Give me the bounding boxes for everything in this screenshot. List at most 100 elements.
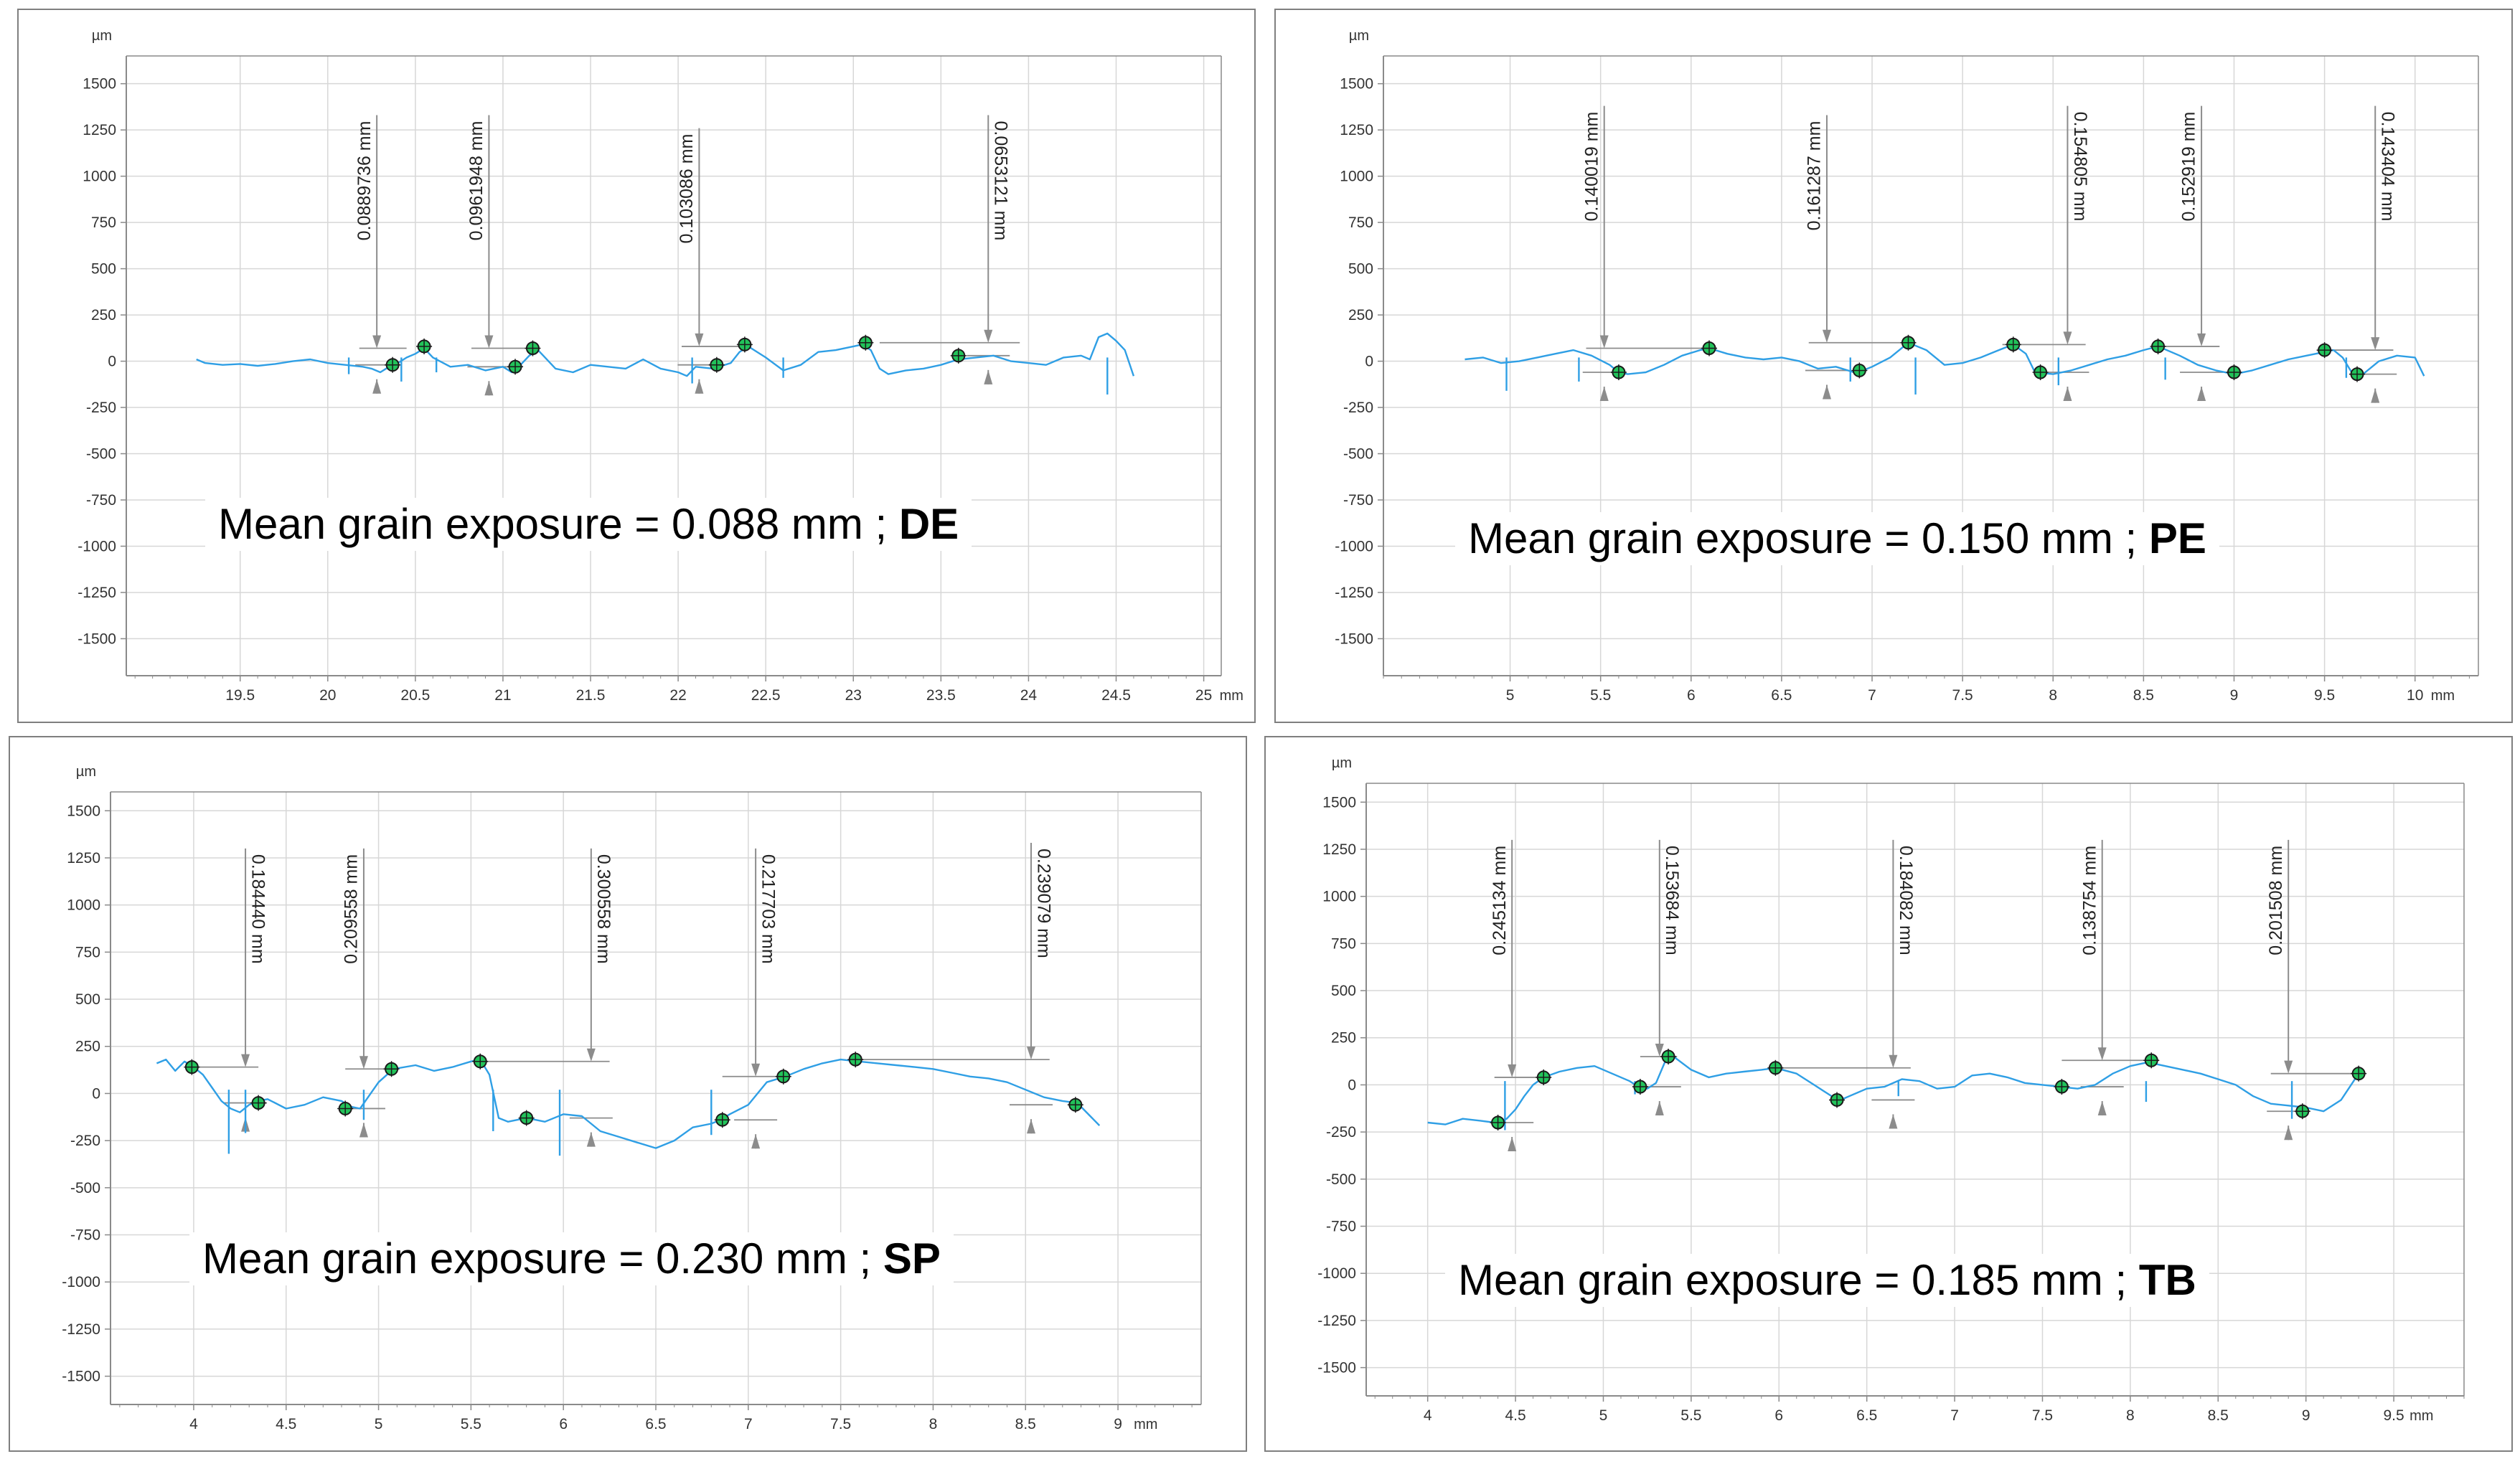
- y-tick-label: 1500: [1322, 794, 1356, 811]
- y-tick-label: 1250: [1340, 122, 1373, 138]
- x-tick-label: 7: [1950, 1407, 1959, 1424]
- measure-label: 0.184082 mm: [1896, 846, 1916, 955]
- grain-marker: [250, 1095, 267, 1111]
- grain-exposure-measurement: 0.217703 mm: [722, 848, 784, 1149]
- measure-label: 0.239079 mm: [1033, 849, 1053, 958]
- measure-label: 0.0889736 mm: [354, 121, 375, 241]
- y-tick-label: -750: [1343, 492, 1373, 509]
- y-unit-label: µm: [1349, 28, 1369, 44]
- x-tick-label: 4: [189, 1416, 198, 1432]
- grain-exposure-measurement: 0.184082 mm: [1775, 839, 1916, 1129]
- chart-caption-sp: Mean grain exposure = 0.230 mm ; SP: [189, 1232, 954, 1285]
- grain-marker: [1536, 1069, 1552, 1085]
- x-tick-label: 23.5: [926, 687, 956, 704]
- x-unit-label: mm: [1134, 1417, 1157, 1432]
- x-tick-label: 19.5: [225, 687, 255, 704]
- grain-marker: [1490, 1114, 1506, 1130]
- grain-marker: [950, 347, 967, 364]
- y-tick-label: 500: [1348, 261, 1373, 278]
- chart-caption-de: Mean grain exposure = 0.088 mm ; DE: [205, 498, 972, 551]
- y-tick-label: -1000: [1335, 538, 1373, 554]
- y-tick-label: -500: [70, 1180, 100, 1196]
- y-tick-label: 750: [1331, 935, 1356, 952]
- x-tick-label: 6: [1774, 1407, 1783, 1424]
- x-tick-label: 5: [1599, 1407, 1608, 1424]
- y-tick-label: -1500: [62, 1369, 100, 1385]
- x-tick-label: 6.5: [645, 1416, 666, 1432]
- measure-arrow-down: [1822, 329, 1831, 343]
- y-tick-label: -250: [1343, 400, 1373, 416]
- y-tick-label: -250: [70, 1133, 100, 1149]
- grain-marker: [472, 1053, 489, 1070]
- y-tick-label: 0: [92, 1085, 100, 1102]
- y-unit-label: µm: [1332, 755, 1352, 771]
- x-tick-label: 9.5: [2314, 687, 2335, 704]
- grain-marker: [184, 1059, 200, 1075]
- grain-exposure-measurement: 0.245134 mm: [1490, 839, 1544, 1151]
- measure-arrow-down: [484, 335, 494, 349]
- surface-profile-line: [156, 1058, 1101, 1149]
- x-tick-label: 8.5: [2133, 687, 2154, 704]
- grain-marker: [518, 1110, 535, 1126]
- y-unit-label: µm: [76, 764, 96, 780]
- x-tick-label: 5.5: [1590, 687, 1611, 704]
- grain-marker: [708, 357, 725, 373]
- caption-tag: PE: [2148, 514, 2206, 562]
- x-tick-label: 4: [1424, 1407, 1432, 1424]
- caption-tag: DE: [898, 500, 959, 548]
- x-tick-label: 10: [2407, 687, 2423, 704]
- grain-marker: [1701, 340, 1718, 357]
- grain-exposure-measurement: 0.209558 mm: [342, 848, 398, 1138]
- measure-arrow-down: [1889, 1054, 1898, 1068]
- x-tick-label: 23: [845, 687, 862, 704]
- x-tick-label: 21: [494, 687, 511, 704]
- x-unit-label: mm: [2409, 1408, 2433, 1424]
- y-tick-label: -1250: [1335, 585, 1373, 601]
- grain-exposure-measurement: 0.184440 mm: [192, 848, 268, 1132]
- measure-arrow-down: [2063, 331, 2072, 345]
- x-tick-label: 5.5: [461, 1416, 481, 1432]
- measure-arrow-down: [2097, 1047, 2107, 1061]
- measure-arrow-down: [2197, 333, 2206, 346]
- measure-label: 0.245134 mm: [1490, 846, 1510, 955]
- profile-chart-pe: -1500-1250-1000-750-500-2500250500750100…: [1335, 28, 2479, 704]
- grain-marker: [1610, 364, 1627, 381]
- grain-marker: [2032, 364, 2049, 381]
- grain-marker: [1632, 1079, 1648, 1095]
- measure-label: 0.300558 mm: [593, 854, 613, 964]
- caption-text: Mean grain exposure = 0.088 mm ;: [218, 500, 899, 548]
- x-tick-label: 20.5: [400, 687, 430, 704]
- x-tick-label: 8.5: [2208, 1407, 2229, 1424]
- grain-marker: [525, 340, 541, 357]
- grain-exposure-measurement: 0.138754 mm: [2061, 839, 2152, 1116]
- y-tick-label: 1000: [83, 169, 116, 185]
- x-tick-label: 22: [669, 687, 686, 704]
- y-tick-label: -250: [86, 400, 116, 416]
- x-tick-label: 9: [2230, 687, 2239, 704]
- chart-caption-pe: Mean grain exposure = 0.150 mm ; PE: [1455, 512, 2219, 565]
- y-tick-label: 250: [1348, 307, 1373, 324]
- x-tick-label: 6: [1687, 687, 1696, 704]
- grain-marker: [1900, 334, 1917, 351]
- measure-label: 0.152919 mm: [2179, 112, 2199, 222]
- grain-exposure-measurement: 0.0961948 mm: [466, 115, 530, 396]
- chart-panel-tb: -1500 -1250 -1000 -750 -500 -250 0 250 500 750 100…: [1264, 736, 2513, 1452]
- grain-exposure-measurement: 0.0653121 mm: [879, 115, 1020, 384]
- y-tick-label: 1000: [1340, 169, 1373, 185]
- measure-arrow-down: [359, 1056, 368, 1070]
- grain-marker: [2005, 336, 2021, 353]
- surface-profile-line: [196, 332, 1135, 377]
- y-tick-label: -1250: [1317, 1313, 1356, 1329]
- grain-exposure-measurement: 0.153684 mm: [1637, 839, 1682, 1116]
- chart-panel-de: -1500 -1250 -1000 -750 -500 -250 0 250 500 750 100…: [17, 9, 1256, 723]
- x-tick-label: 7.5: [830, 1416, 851, 1432]
- grain-exposure-measurement: 0.0889736 mm: [354, 115, 407, 394]
- y-tick-label: -500: [86, 446, 116, 463]
- x-tick-label: 7: [1868, 687, 1876, 704]
- chart-panel-sp: -1500 -1250 -1000 -750 -500 -250 0 250 500 750 100…: [9, 736, 1247, 1452]
- caption-text: Mean grain exposure = 0.185 mm ;: [1458, 1256, 2139, 1304]
- y-tick-label: 250: [1331, 1030, 1356, 1047]
- x-tick-label: 4.5: [276, 1416, 296, 1432]
- y-tick-label: 0: [108, 354, 116, 370]
- x-unit-label: mm: [1220, 688, 1243, 704]
